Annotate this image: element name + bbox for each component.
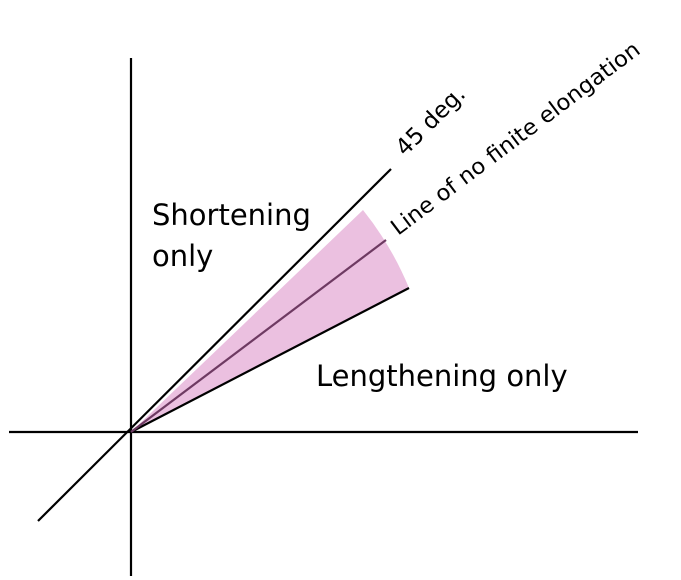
no-elongation-wedge [131, 210, 409, 432]
forty-five-degree-label: 45 deg. [391, 81, 471, 161]
forty-five-degree-line [37, 168, 392, 522]
lengthening-label: Lengthening only [316, 359, 568, 393]
shortening-label-line2: only [152, 239, 213, 273]
no-elongation-line [130, 239, 387, 433]
lengthening-boundary-line [130, 287, 410, 433]
shortening-label-line1: Shortening [152, 198, 311, 232]
